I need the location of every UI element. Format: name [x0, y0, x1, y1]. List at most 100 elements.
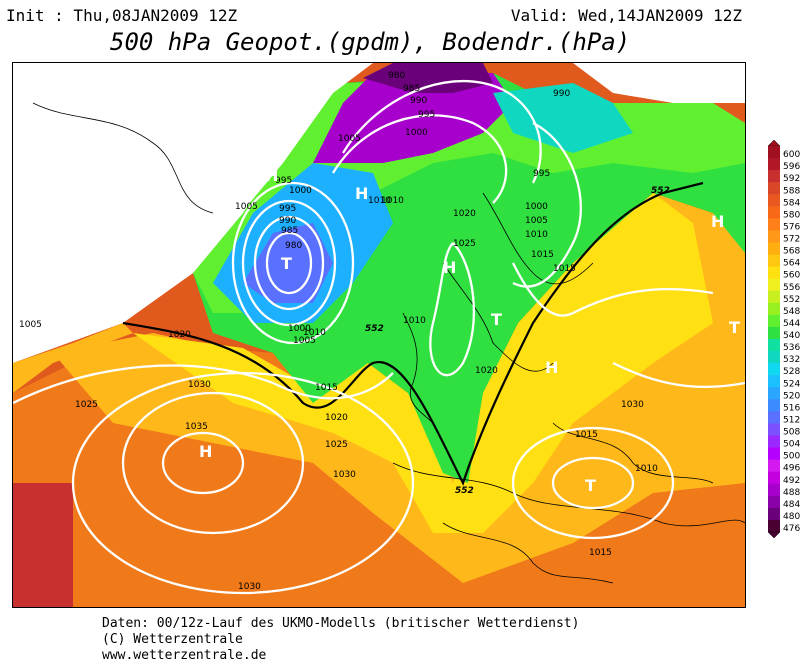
scale-swatch [768, 375, 780, 388]
scale-swatch [768, 302, 780, 316]
scale-swatch [768, 387, 780, 400]
scale-bottom-arrow [767, 531, 781, 539]
isobar-label: 1000 [288, 324, 311, 334]
scale-swatch [768, 170, 780, 183]
scale-label: 536 [783, 343, 800, 353]
scale-label: 480 [783, 512, 800, 522]
isobar-label: 995 [418, 110, 435, 120]
contour-label: 552 [455, 486, 474, 496]
high-pressure-marker: H [443, 258, 456, 277]
coastlines [32, 102, 745, 584]
isobar-label: 1010 [303, 328, 326, 338]
scale-label: 564 [783, 259, 800, 269]
scale-swatch [768, 326, 780, 340]
scale-label: 524 [783, 379, 800, 389]
isobar-label: 1020 [325, 413, 348, 423]
isobar-label: 1000 [405, 128, 428, 138]
isobar-label: 1035 [185, 422, 208, 432]
init-time: Init : Thu,08JAN2009 12Z [6, 6, 238, 25]
scale-swatch [768, 290, 780, 304]
isobar-label: 1010 [403, 316, 426, 326]
high-pressure-marker: H [355, 184, 368, 203]
scale-label: 492 [783, 476, 800, 486]
scale-label: 508 [783, 428, 800, 438]
isobar-label: 1015 [575, 430, 598, 440]
isobar-label: 985 [281, 226, 298, 236]
isobar-label: 1010 [635, 464, 658, 474]
scale-swatch [768, 363, 780, 376]
scale-swatch [768, 242, 780, 256]
isobar-label: 1005 [338, 134, 361, 144]
isobar-label: 1025 [453, 239, 476, 249]
scale-swatch [768, 339, 780, 352]
scale-label: 592 [783, 174, 800, 184]
scale-swatch [768, 519, 780, 533]
scale-swatch [768, 351, 780, 364]
scale-swatch [768, 158, 780, 171]
isobar-label: 1025 [75, 400, 98, 410]
low-pressure-marker: T [585, 476, 596, 495]
isobar-label: 1000 [289, 186, 312, 196]
map-canvas: 980 985 990 995 1000 1005 990 995 1000 1… [13, 63, 745, 607]
valid-time: Valid: Wed,14JAN2009 12Z [510, 6, 742, 25]
scale-swatch [768, 447, 780, 461]
isobar-label: 990 [279, 216, 296, 226]
scale-label: 528 [783, 367, 800, 377]
scale-swatch [768, 194, 780, 207]
scale-swatch [768, 182, 780, 195]
scale-swatch [768, 459, 780, 473]
isobars [13, 79, 745, 595]
scale-label: 560 [783, 271, 800, 281]
contour-label: 552 [365, 324, 384, 334]
scale-label: 584 [783, 198, 800, 208]
isobar-label: 995 [533, 169, 550, 179]
scale-label: 600 [783, 150, 800, 160]
high-pressure-marker: H [265, 166, 278, 185]
scale-swatch [768, 471, 780, 485]
scale-swatch [768, 435, 780, 449]
footer-website: www.wetterzentrale.de [102, 648, 267, 663]
scale-swatch [768, 254, 780, 268]
scale-swatch [768, 483, 780, 497]
scale-swatch [768, 266, 780, 280]
high-pressure-marker: H [711, 212, 724, 231]
isobar-label: 1015 [315, 383, 338, 393]
scale-label: 496 [783, 464, 800, 474]
scale-label: 488 [783, 488, 800, 498]
isobar-label: 1005 [235, 202, 258, 212]
high-pressure-marker: H [199, 442, 212, 461]
low-pressure-marker: T [491, 310, 502, 329]
isobar-label: 985 [403, 84, 420, 94]
low-pressure-marker: T [729, 318, 740, 337]
scale-label: 484 [783, 500, 800, 510]
scale-label: 504 [783, 440, 800, 450]
isobar-label: 995 [279, 204, 296, 214]
isobar-label: 1005 [293, 336, 316, 346]
map-title: 500 hPa Geopot.(gpdm), Bodendr.(hPa) [110, 28, 631, 56]
scale-label: 516 [783, 403, 800, 413]
isobar-label: 1010 [525, 230, 548, 240]
scale-label: 580 [783, 210, 800, 220]
scale-swatch [768, 146, 780, 159]
isobar-label: 1030 [188, 380, 211, 390]
scale-swatch [768, 411, 780, 424]
isobar-label: 1010 [381, 196, 404, 206]
isobar-label: 1030 [238, 582, 261, 592]
scale-label: 552 [783, 295, 800, 305]
scale-label: 512 [783, 415, 800, 425]
scale-swatch [768, 507, 780, 521]
scale-swatch [768, 278, 780, 292]
high-pressure-marker: H [545, 358, 558, 377]
scale-swatch [768, 399, 780, 412]
scale-label: 544 [783, 319, 800, 329]
scale-label: 532 [783, 355, 800, 365]
low-pressure-marker: T [281, 254, 292, 273]
scale-label: 520 [783, 391, 800, 401]
scale-swatch [768, 495, 780, 509]
isobar-label: 995 [275, 176, 292, 186]
isobar-label: 980 [388, 71, 405, 81]
isobar-label-group: 980 985 990 995 1000 1005 990 995 1000 1… [19, 71, 658, 592]
scale-label: 556 [783, 283, 800, 293]
isobar-label: 1015 [553, 264, 576, 274]
color-scale-legend: 600 596 592 588 584 580 576 572 568 564 560 556 552 5… [767, 140, 800, 539]
